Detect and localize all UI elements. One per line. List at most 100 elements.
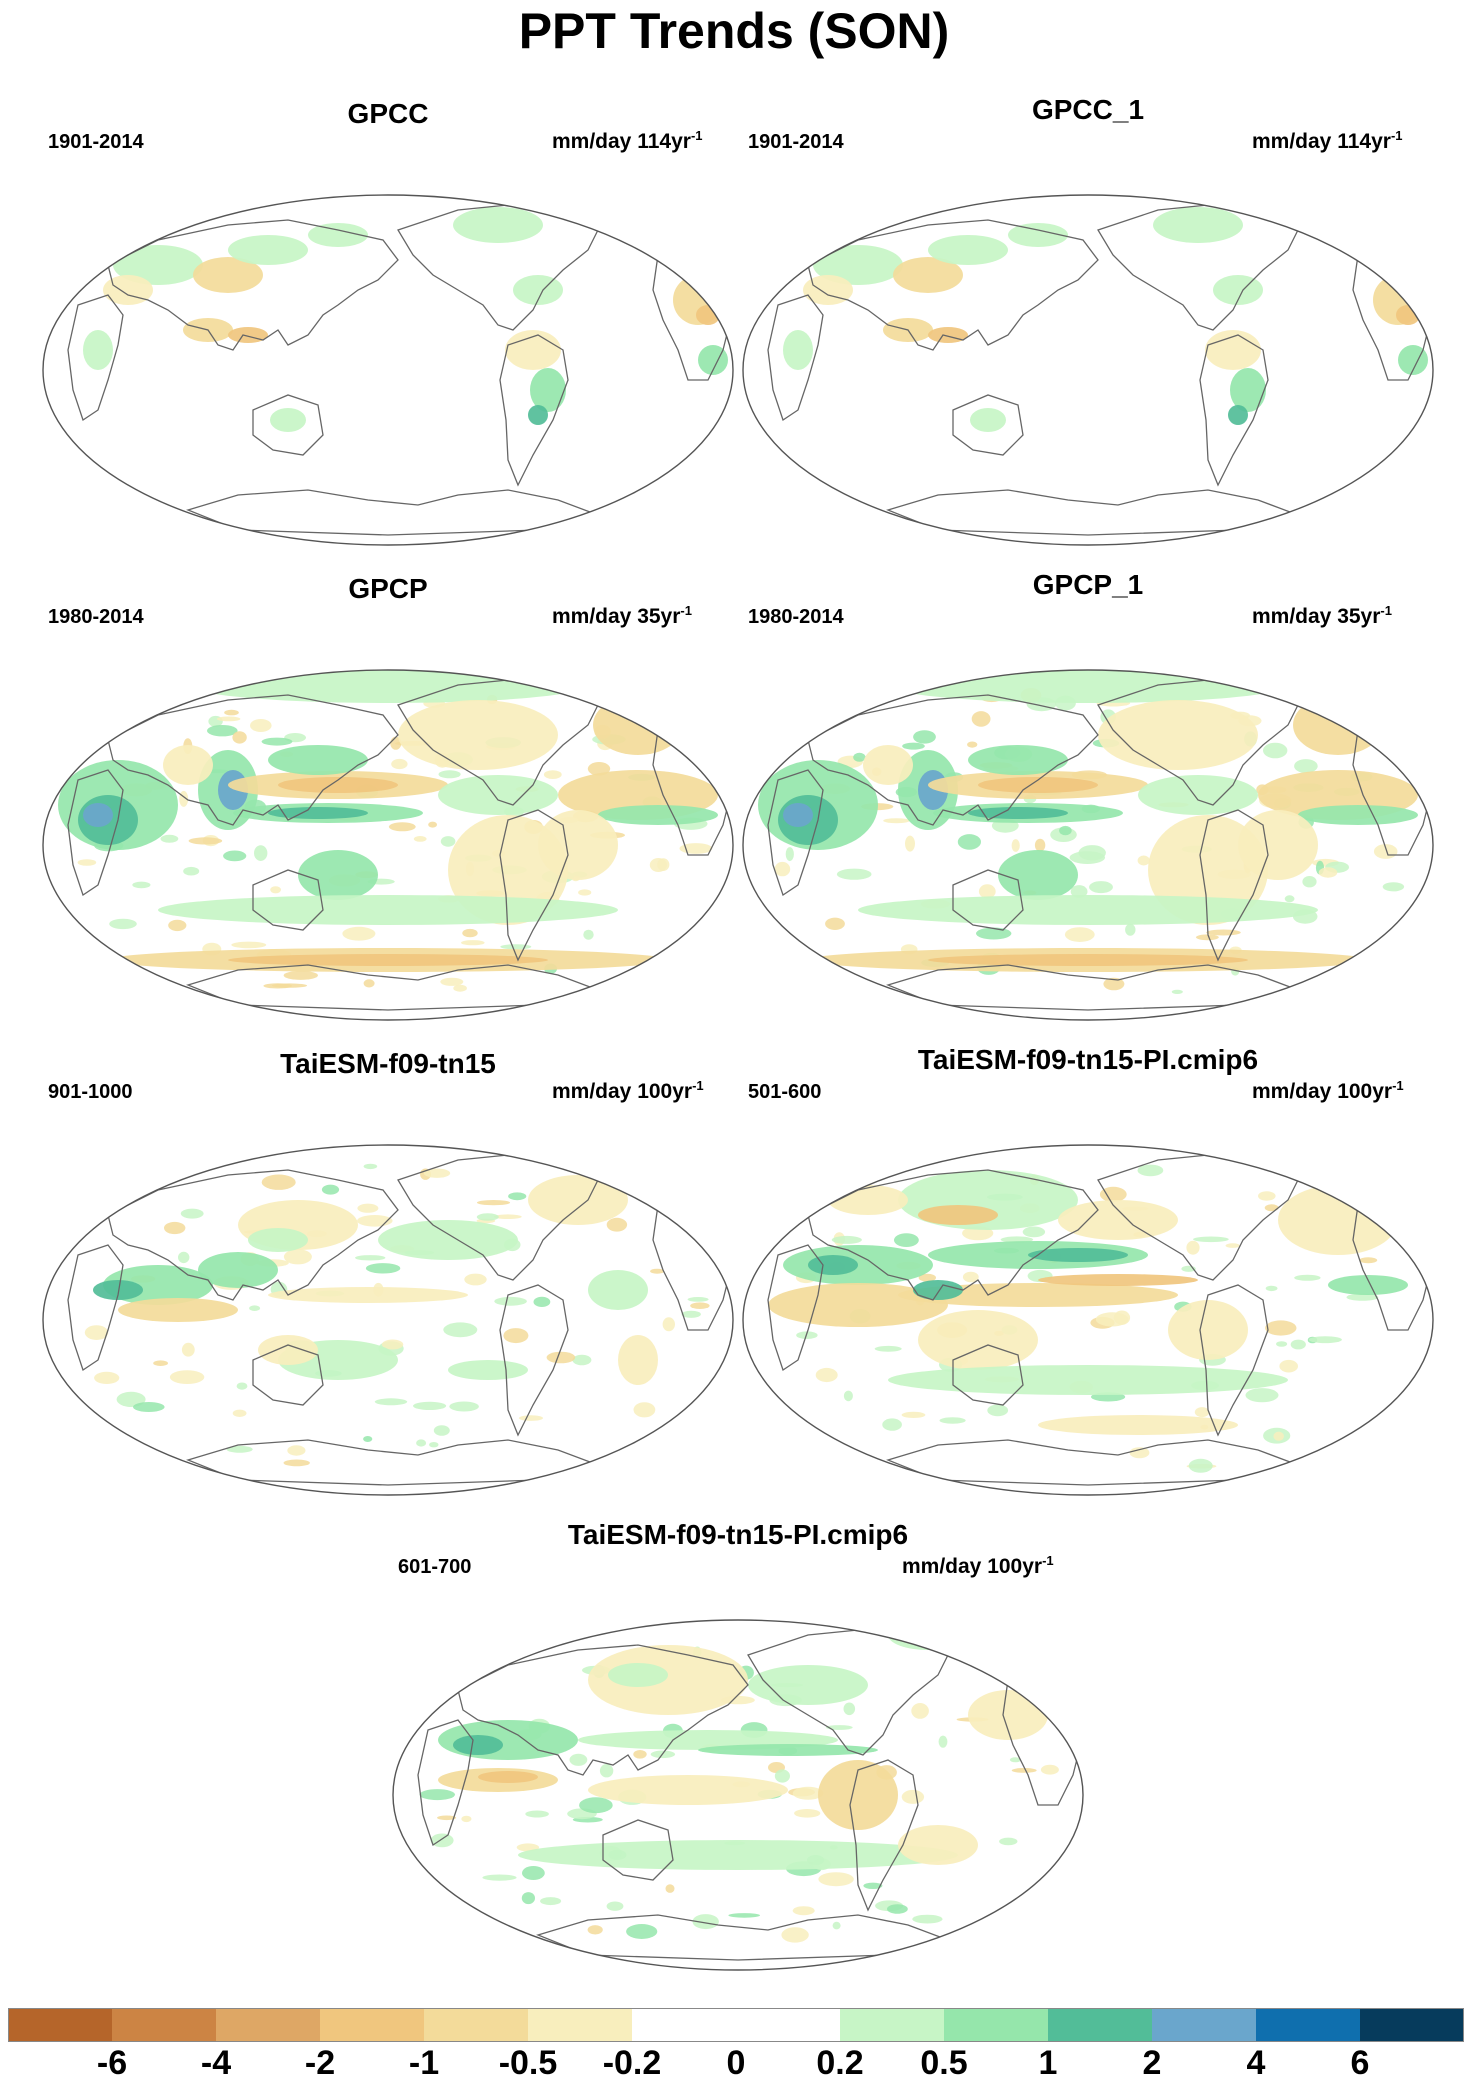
colorbar-swatch bbox=[632, 2008, 737, 2042]
units-exponent: -1 bbox=[1390, 128, 1403, 143]
units-label: mm/day 35yr-1 bbox=[1252, 599, 1392, 629]
trend-region bbox=[530, 368, 566, 412]
colorbar bbox=[8, 2008, 1464, 2042]
units-label: mm/day 100yr-1 bbox=[552, 1074, 704, 1104]
colorbar-tick-label: 0.5 bbox=[920, 2044, 968, 2082]
trend-region bbox=[898, 1283, 1178, 1307]
trend-region bbox=[608, 1663, 668, 1687]
trend-region bbox=[113, 245, 203, 285]
map-panel: TaiESM-f09-tn15 901-1000 mm/day 100yr-1 bbox=[38, 1040, 738, 1496]
trend-region bbox=[928, 327, 968, 343]
trend-region bbox=[453, 207, 543, 243]
panel-title: GPCP bbox=[348, 573, 428, 604]
world-map bbox=[742, 1144, 1434, 1496]
units-text: mm/day 100yr bbox=[552, 1080, 693, 1103]
trend-region bbox=[438, 775, 558, 815]
world-map bbox=[742, 669, 1434, 1021]
trend-region bbox=[828, 1185, 908, 1215]
trend-region bbox=[698, 1744, 878, 1756]
trend-region bbox=[928, 235, 1008, 265]
trend-region bbox=[1168, 1300, 1248, 1360]
trend-region bbox=[696, 305, 720, 325]
trend-region bbox=[1398, 345, 1428, 375]
coastline bbox=[499, 1284, 569, 1437]
coastline bbox=[1199, 809, 1269, 962]
map-outline bbox=[742, 194, 1434, 546]
units-label: mm/day 100yr-1 bbox=[902, 1549, 1054, 1579]
coastline bbox=[886, 489, 1301, 536]
period-label: 1980-2014 bbox=[748, 606, 844, 628]
coastline bbox=[457, 1644, 749, 1776]
coastline bbox=[67, 769, 124, 897]
coastline bbox=[767, 769, 824, 897]
period-label: 901-1000 bbox=[48, 1081, 133, 1103]
trend-region bbox=[698, 345, 728, 375]
trend-region bbox=[968, 807, 1068, 819]
colorbar-tick-label: -2 bbox=[304, 2044, 336, 2082]
trend-region bbox=[453, 1735, 503, 1755]
panel-title: GPCP_1 bbox=[1032, 569, 1144, 600]
colorbar-swatch bbox=[736, 2008, 841, 2042]
units-text: mm/day 114yr bbox=[552, 130, 691, 153]
coastline bbox=[499, 334, 569, 487]
trend-region bbox=[928, 954, 1248, 966]
trend-region bbox=[618, 1335, 658, 1385]
map-outline bbox=[42, 194, 734, 546]
panel-title: TaiESM-f09-tn15 bbox=[280, 1048, 496, 1079]
trend-region bbox=[998, 850, 1078, 900]
units-text: mm/day 100yr bbox=[1252, 1080, 1393, 1103]
trend-region bbox=[1348, 695, 1408, 725]
coastline bbox=[952, 394, 1024, 456]
map-panel: GPCC 1901-2014 mm/day 114yr-1 bbox=[38, 90, 738, 546]
world-map bbox=[742, 194, 1434, 546]
trend-region bbox=[783, 330, 813, 370]
trend-region bbox=[268, 1287, 468, 1303]
coastline bbox=[1199, 334, 1269, 487]
trend-region bbox=[1058, 1200, 1178, 1240]
trend-region bbox=[528, 405, 548, 425]
trend-region bbox=[258, 1335, 318, 1365]
units-exponent: -1 bbox=[690, 128, 703, 143]
panel-title: GPCC bbox=[347, 98, 429, 129]
coastline bbox=[807, 694, 1099, 826]
coastline bbox=[952, 869, 1024, 931]
coastline bbox=[886, 1439, 1301, 1486]
coastline bbox=[107, 1169, 399, 1301]
trend-region bbox=[818, 1760, 898, 1830]
map-outline bbox=[742, 1144, 1434, 1496]
trend-region bbox=[1153, 207, 1243, 243]
trend-region bbox=[813, 245, 903, 285]
trend-region bbox=[588, 1645, 748, 1715]
trend-region bbox=[298, 850, 378, 900]
trend-region bbox=[918, 1205, 998, 1225]
trend-region bbox=[598, 805, 718, 825]
units-label: mm/day 114yr-1 bbox=[552, 124, 703, 154]
coastline bbox=[252, 869, 324, 931]
colorbar-swatch bbox=[1256, 2008, 1361, 2042]
trend-region bbox=[83, 803, 113, 827]
world-map bbox=[42, 1144, 734, 1496]
trend-region bbox=[448, 1360, 528, 1380]
coastline bbox=[807, 1169, 1099, 1301]
units-exponent: -1 bbox=[680, 603, 692, 618]
trend-region bbox=[198, 1252, 278, 1288]
trend-region bbox=[248, 1228, 308, 1252]
trend-region bbox=[118, 1298, 238, 1322]
map-panel: GPCP 1980-2014 mm/day 35yr-1 bbox=[38, 565, 738, 1021]
trend-region bbox=[808, 1255, 858, 1275]
coastline bbox=[536, 1914, 951, 1961]
colorbar-swatch bbox=[840, 2008, 945, 2042]
colorbar-swatch bbox=[112, 2008, 217, 2042]
world-map bbox=[42, 194, 734, 546]
coastline bbox=[107, 694, 399, 826]
map-outline bbox=[42, 669, 734, 1021]
colorbar-swatch bbox=[528, 2008, 633, 2042]
trend-region bbox=[898, 1825, 978, 1865]
coastline bbox=[849, 1759, 919, 1912]
colorbar-tick-label: 0 bbox=[726, 2044, 746, 2082]
coastline bbox=[67, 294, 124, 422]
trend-region bbox=[278, 777, 398, 793]
trend-region bbox=[863, 745, 913, 785]
map-outline bbox=[42, 1144, 734, 1496]
trend-region bbox=[93, 1280, 143, 1300]
